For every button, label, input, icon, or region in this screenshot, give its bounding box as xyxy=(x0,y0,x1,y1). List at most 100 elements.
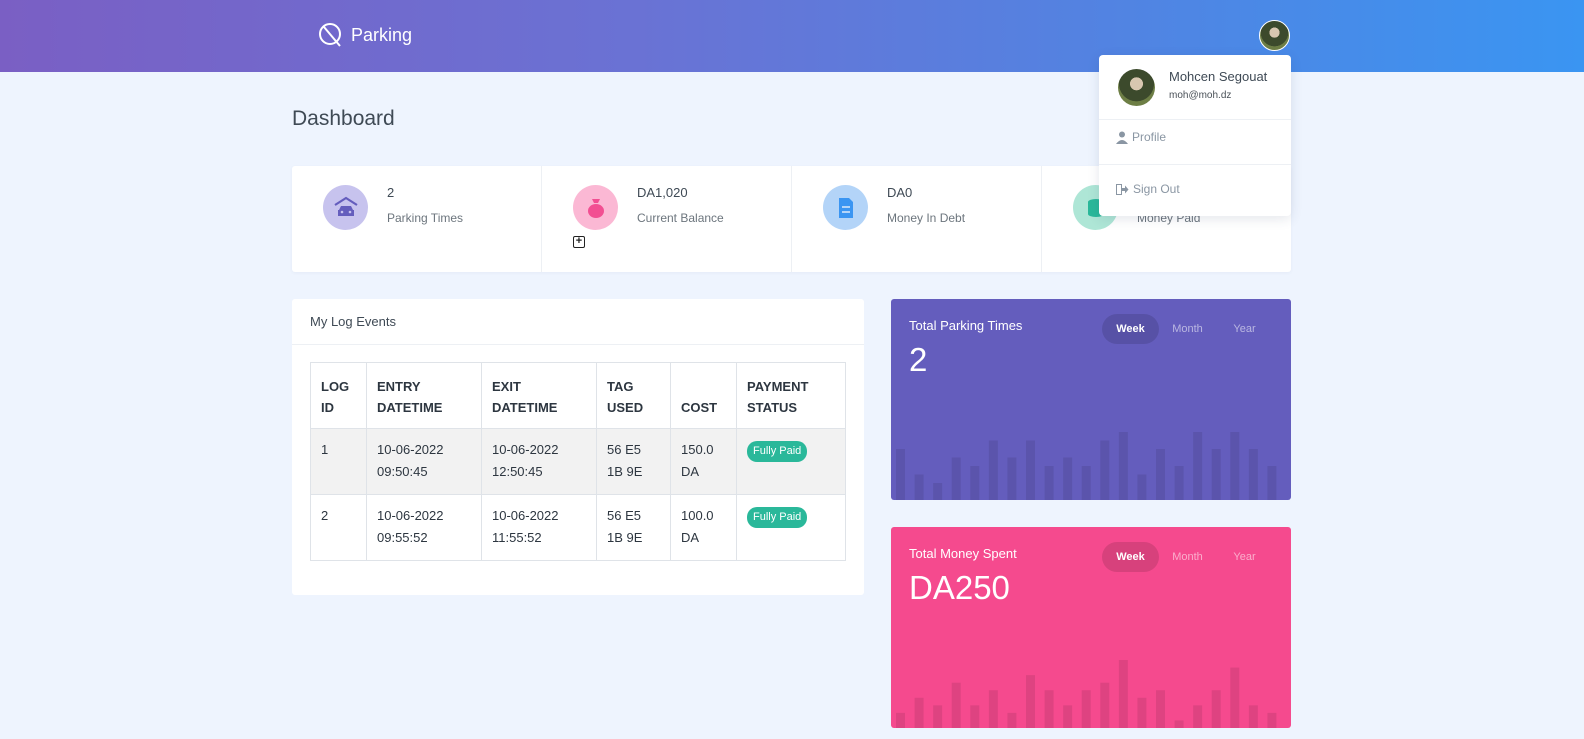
stat-label: Current Balance xyxy=(637,211,724,225)
table-row: 2 10-06-2022 09:55:52 10-06-2022 11:55:5… xyxy=(310,494,846,561)
money-bag-icon xyxy=(573,185,618,230)
period-tabs: Week Month Year xyxy=(1102,314,1273,344)
chart-bar xyxy=(1267,712,1277,728)
column-header: PAYMENT STATUS xyxy=(736,362,846,429)
dropdown-avatar xyxy=(1118,69,1155,106)
divider xyxy=(1099,119,1291,120)
status-badge: Fully Paid xyxy=(747,441,808,462)
chart-bar xyxy=(933,483,943,500)
chart-bar xyxy=(1156,449,1165,500)
chart-title: Total Parking Times xyxy=(909,318,1023,333)
chart-bar xyxy=(1118,660,1128,728)
chart-bar xyxy=(1118,432,1128,500)
log-events-card: My Log Events LOG ID ENTRY DATETIME EXIT… xyxy=(292,299,864,595)
chart-bar xyxy=(951,457,961,500)
money-bar-chart xyxy=(896,660,1277,728)
chart-bar xyxy=(1267,466,1277,500)
cell-tag: 56 E5 1B 9E xyxy=(596,494,671,561)
cell-status: Fully Paid xyxy=(736,494,846,561)
chart-bar xyxy=(1007,712,1017,728)
chart-bar xyxy=(970,466,980,500)
top-navbar: Parking xyxy=(0,0,1584,72)
chart-bar xyxy=(1137,474,1147,500)
cell-entry: 10-06-2022 09:55:52 xyxy=(366,494,482,561)
user-email: moh@moh.dz xyxy=(1169,90,1232,101)
user-dropdown-menu: Mohcen Segouat moh@moh.dz Profile Sign O… xyxy=(1099,55,1291,216)
user-avatar[interactable] xyxy=(1259,20,1290,51)
chart-bar xyxy=(1063,705,1073,728)
profile-menu-item[interactable]: Profile xyxy=(1116,130,1166,144)
divider xyxy=(1099,164,1291,165)
chart-title: Total Money Spent xyxy=(909,546,1017,561)
car-garage-icon xyxy=(323,185,368,230)
tab-year[interactable]: Year xyxy=(1233,323,1256,335)
stat-value: 2 xyxy=(387,185,395,200)
chart-bar xyxy=(1026,675,1035,728)
chart-bar xyxy=(988,690,998,728)
column-header: EXIT DATETIME xyxy=(481,362,597,429)
period-tabs: Week Month Year xyxy=(1102,542,1273,572)
cell-status: Fully Paid xyxy=(736,428,846,495)
table-header-row: LOG ID ENTRY DATETIME EXIT DATETIME TAG … xyxy=(310,362,846,429)
cell-log-id: 2 xyxy=(310,494,367,561)
chart-bar xyxy=(970,705,980,728)
page-title: Dashboard xyxy=(292,107,395,130)
stat-money-in-debt: DA0 Money In Debt xyxy=(792,166,1042,272)
chart-bar xyxy=(914,697,924,728)
user-icon xyxy=(1116,131,1128,144)
chart-bar xyxy=(988,440,998,500)
card-title: My Log Events xyxy=(292,299,864,345)
cell-entry: 10-06-2022 09:50:45 xyxy=(366,428,482,495)
user-name: Mohcen Segouat xyxy=(1169,69,1268,84)
chart-bar xyxy=(1156,690,1165,728)
tab-week[interactable]: Week xyxy=(1102,314,1159,344)
stat-label: Parking Times xyxy=(387,211,464,225)
cell-exit: 10-06-2022 12:50:45 xyxy=(481,428,597,495)
chart-bar xyxy=(1174,720,1184,728)
profile-label: Profile xyxy=(1132,130,1167,144)
chart-bar xyxy=(1211,690,1221,728)
column-header: LOG ID xyxy=(310,362,367,429)
chart-value: 2 xyxy=(909,341,928,378)
chart-bar xyxy=(1081,466,1091,500)
add-balance-icon[interactable]: + xyxy=(573,236,585,248)
chart-bar xyxy=(1137,697,1147,728)
cell-log-id: 1 xyxy=(310,428,367,495)
cell-cost: 100.0 DA xyxy=(670,494,737,561)
column-header: TAG USED xyxy=(596,362,671,429)
chart-bar xyxy=(1100,682,1110,728)
brand-logo[interactable]: Parking xyxy=(318,22,412,48)
tab-year[interactable]: Year xyxy=(1233,551,1256,563)
chart-bar xyxy=(951,682,961,728)
tab-month[interactable]: Month xyxy=(1172,323,1203,335)
chart-bar xyxy=(1248,705,1258,728)
chart-value: DA250 xyxy=(909,569,1010,606)
tab-week[interactable]: Week xyxy=(1102,542,1159,572)
chart-bar xyxy=(1026,440,1035,500)
chart-bar xyxy=(933,705,943,728)
stat-parking-times: 2 Parking Times xyxy=(292,166,542,272)
chart-bar xyxy=(1248,449,1258,500)
stat-label: Money In Debt xyxy=(887,211,966,225)
stat-value: DA0 xyxy=(887,185,913,200)
log-events-table: LOG ID ENTRY DATETIME EXIT DATETIME TAG … xyxy=(310,362,846,561)
chart-bar xyxy=(1063,457,1073,500)
chart-bar xyxy=(1230,667,1240,728)
sign-out-icon xyxy=(1116,183,1129,195)
chart-bar xyxy=(896,449,905,500)
tab-month[interactable]: Month xyxy=(1172,551,1203,563)
table-row: 1 10-06-2022 09:50:45 10-06-2022 12:50:4… xyxy=(310,428,846,495)
sign-out-label: Sign Out xyxy=(1133,182,1180,196)
chart-bar xyxy=(1211,449,1221,500)
chart-bar xyxy=(1007,457,1017,500)
chart-bar xyxy=(1193,705,1203,728)
sign-out-menu-item[interactable]: Sign Out xyxy=(1116,182,1180,196)
chart-bar xyxy=(1230,432,1240,500)
status-badge: Fully Paid xyxy=(747,507,808,528)
total-parking-times-card: Total Parking Times 2 Week Month Year xyxy=(891,299,1291,500)
chart-bar xyxy=(1081,690,1091,728)
stat-value: DA1,020 xyxy=(637,185,688,200)
total-money-spent-card: Total Money Spent DA250 Week Month Year xyxy=(891,527,1291,728)
chart-bar xyxy=(1044,690,1054,728)
logo-icon xyxy=(319,23,341,47)
